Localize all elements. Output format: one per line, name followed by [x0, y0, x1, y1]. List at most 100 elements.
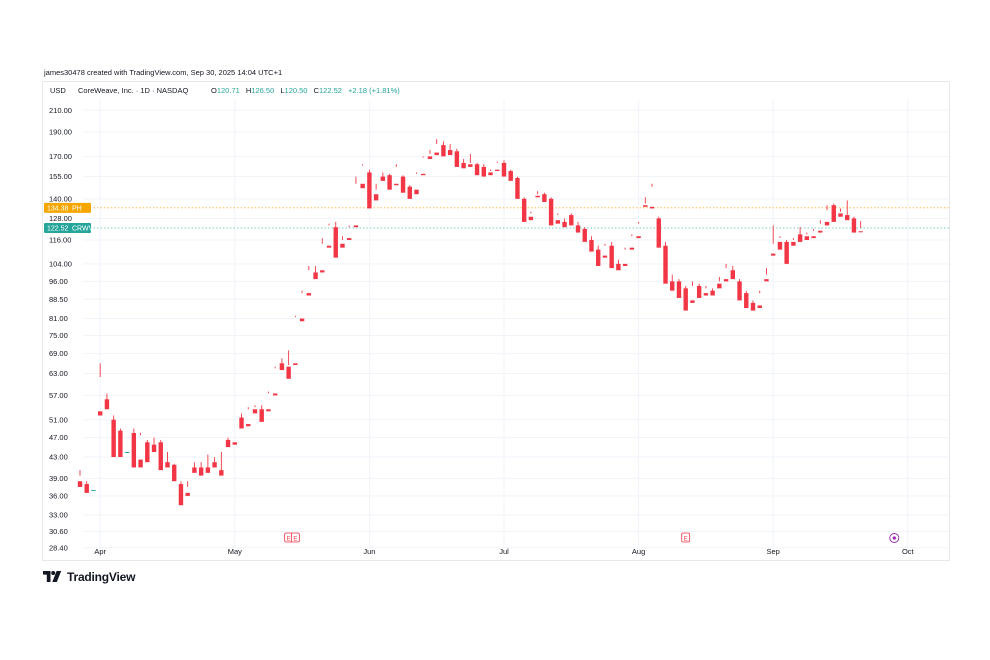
candle-body — [596, 249, 601, 266]
candle-body — [198, 467, 204, 476]
candle-body — [454, 151, 460, 167]
candle — [757, 290, 762, 308]
candle — [845, 200, 850, 221]
price-tag-bg — [44, 202, 91, 213]
price-tags: 134.38 PH 122.52 CRWV — [44, 202, 94, 234]
candle — [858, 221, 863, 233]
candle — [818, 220, 823, 233]
candle-body — [501, 162, 507, 177]
candle — [232, 442, 237, 445]
candle — [831, 203, 836, 222]
candle-body — [643, 205, 648, 207]
candle — [340, 236, 345, 248]
candle — [185, 481, 190, 496]
earnings-marker-icon: E — [290, 532, 300, 543]
candle — [158, 439, 163, 471]
price-tag-label: CRWV — [72, 226, 94, 233]
y-tick-label: 170.00 — [49, 152, 72, 161]
candle-body — [535, 195, 540, 198]
candle-body — [387, 175, 392, 190]
candle — [750, 300, 756, 311]
candle — [347, 225, 352, 240]
candle — [225, 437, 231, 448]
candle — [239, 413, 244, 429]
price-chart[interactable]: 210.00 190.00 170.00 155.00 140.00 128.00 116.… — [43, 82, 949, 560]
y-tick-label: 88.50 — [49, 295, 68, 304]
candle — [569, 213, 574, 226]
candle — [616, 259, 621, 271]
candle-body — [770, 253, 776, 256]
candle — [205, 454, 211, 473]
candle — [804, 232, 810, 240]
tradingview-wordmark: TradingView — [67, 570, 136, 584]
candle-body — [252, 409, 258, 414]
earnings-marker-icon: E — [681, 532, 691, 543]
candle — [299, 290, 305, 322]
candle — [97, 363, 103, 416]
candle-body — [286, 366, 291, 379]
candle — [710, 288, 715, 296]
grid — [83, 100, 949, 549]
candle-body — [138, 459, 143, 468]
candle — [178, 481, 184, 506]
candle-body — [124, 452, 130, 454]
candle-body — [481, 166, 486, 177]
candle — [279, 358, 285, 371]
candle-body — [845, 215, 850, 221]
candle-body — [272, 393, 278, 396]
candle — [104, 393, 110, 410]
candle-body — [764, 279, 769, 282]
earnings-marker-box — [681, 532, 691, 543]
candle-body — [690, 300, 695, 303]
x-tick-label: Jul — [499, 547, 509, 556]
candle — [515, 176, 520, 199]
dividend-marker-dot — [892, 536, 896, 540]
candle — [656, 216, 661, 248]
candle — [690, 281, 695, 303]
candle-body — [575, 225, 581, 233]
candle-body — [91, 489, 96, 491]
candle — [454, 148, 460, 167]
dividend-marker-icon — [889, 533, 900, 543]
candle — [320, 238, 325, 273]
candle — [246, 407, 251, 427]
candle-body — [831, 205, 836, 222]
candle-body — [333, 227, 338, 258]
candle — [414, 172, 419, 195]
candle — [252, 405, 258, 414]
candle — [562, 218, 567, 228]
candle-body — [542, 194, 547, 203]
candles — [77, 139, 863, 506]
candle — [313, 265, 318, 280]
candle-body — [347, 238, 352, 240]
tradingview-logo[interactable]: TradingView — [43, 570, 135, 584]
candle — [649, 183, 655, 209]
x-tick-label: Sep — [767, 547, 780, 556]
x-tick-label: Apr — [94, 547, 106, 556]
tradingview-logo-icon — [43, 571, 62, 582]
candle-body — [367, 172, 372, 209]
candle-body — [750, 302, 756, 311]
candle-body — [212, 462, 217, 468]
candle-body — [649, 206, 655, 209]
candle — [670, 274, 675, 291]
candle — [528, 211, 534, 221]
candle — [683, 285, 688, 311]
candle-body — [656, 218, 661, 248]
candle — [589, 236, 594, 252]
y-tick-label: 190.00 — [49, 128, 72, 137]
candle-body — [165, 462, 170, 468]
y-tick-label: 128.00 — [49, 214, 72, 223]
candle-body — [851, 218, 857, 233]
candle-body — [636, 236, 641, 239]
candle — [407, 185, 412, 199]
candle — [811, 228, 816, 239]
candle-body — [178, 484, 184, 506]
candle-body — [400, 176, 406, 193]
candle — [172, 463, 177, 482]
earnings-marker-letter: E — [287, 536, 291, 542]
x-tick-label: Aug — [632, 547, 645, 556]
candle-body — [602, 255, 608, 258]
candle-body — [421, 173, 426, 176]
y-axis: 210.00 190.00 170.00 155.00 140.00 128.00 116.… — [49, 106, 72, 553]
